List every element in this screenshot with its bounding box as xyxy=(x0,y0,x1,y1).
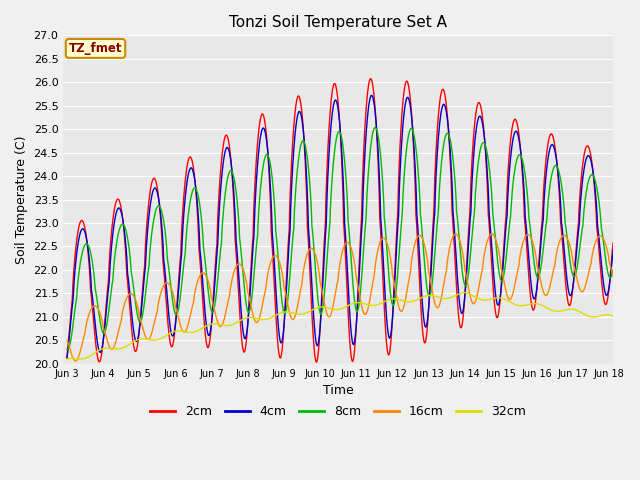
4cm xyxy=(367,93,375,98)
16cm xyxy=(63,337,71,343)
Line: 16cm: 16cm xyxy=(67,234,640,361)
2cm xyxy=(579,167,586,172)
8cm xyxy=(342,168,349,173)
Title: Tonzi Soil Temperature Set A: Tonzi Soil Temperature Set A xyxy=(229,15,447,30)
2cm xyxy=(331,81,339,86)
32cm xyxy=(493,295,500,301)
Line: 32cm: 32cm xyxy=(67,292,640,359)
2cm xyxy=(154,186,161,192)
4cm xyxy=(330,99,338,105)
4cm xyxy=(493,300,500,306)
8cm xyxy=(331,149,339,155)
32cm xyxy=(634,318,640,324)
32cm xyxy=(341,304,349,310)
16cm xyxy=(579,289,586,295)
8cm xyxy=(63,347,71,352)
8cm xyxy=(635,232,640,238)
16cm xyxy=(331,296,339,301)
Legend: 2cm, 4cm, 8cm, 16cm, 32cm: 2cm, 4cm, 8cm, 16cm, 32cm xyxy=(145,400,531,423)
2cm xyxy=(63,356,71,361)
8cm xyxy=(371,124,379,130)
Line: 8cm: 8cm xyxy=(67,127,640,350)
32cm xyxy=(578,310,586,316)
Line: 4cm: 4cm xyxy=(67,96,640,358)
16cm xyxy=(342,241,349,247)
16cm xyxy=(635,235,640,240)
Line: 2cm: 2cm xyxy=(67,79,640,362)
16cm xyxy=(493,242,501,248)
2cm xyxy=(312,359,320,365)
32cm xyxy=(154,337,161,343)
2cm xyxy=(493,315,501,321)
Text: TZ_fmet: TZ_fmet xyxy=(68,42,122,55)
Y-axis label: Soil Temperature (C): Soil Temperature (C) xyxy=(15,135,28,264)
32cm xyxy=(63,356,71,362)
8cm xyxy=(64,347,72,353)
8cm xyxy=(154,204,161,209)
16cm xyxy=(154,304,161,310)
16cm xyxy=(72,358,79,364)
4cm xyxy=(63,355,71,361)
16cm xyxy=(488,231,495,237)
4cm xyxy=(341,226,349,231)
4cm xyxy=(154,190,161,195)
2cm xyxy=(367,76,374,82)
32cm xyxy=(461,289,468,295)
32cm xyxy=(330,307,338,312)
2cm xyxy=(342,252,349,257)
4cm xyxy=(634,266,640,272)
8cm xyxy=(493,255,501,261)
8cm xyxy=(579,227,586,232)
4cm xyxy=(578,185,586,191)
2cm xyxy=(635,284,640,290)
X-axis label: Time: Time xyxy=(323,384,353,397)
